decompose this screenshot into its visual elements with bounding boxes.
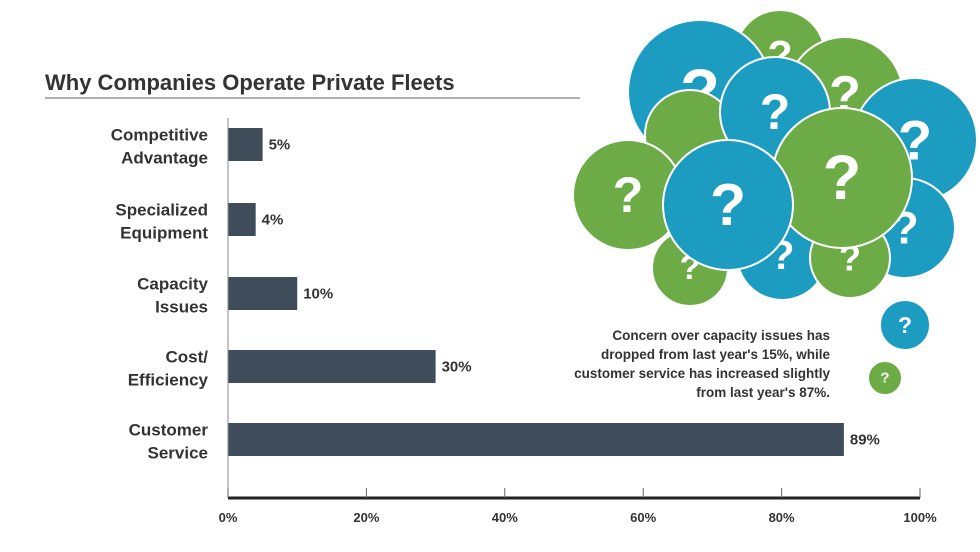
- annotation-line: dropped from last year's 15%, while: [601, 347, 831, 362]
- question-mark-icon: ?: [898, 312, 912, 338]
- x-tick-label: 0%: [219, 510, 238, 525]
- question-bubble-blue: ?: [662, 139, 794, 271]
- category-label: Equipment: [120, 224, 208, 243]
- category-label: Advantage: [121, 149, 208, 168]
- bar-group: 5% Competitive Advantage: [111, 126, 291, 168]
- annotation-line: Concern over capacity issues has: [612, 328, 830, 343]
- category-label: Issues: [155, 298, 208, 317]
- question-bubble-green: ?: [572, 139, 684, 251]
- bar: [228, 277, 298, 310]
- category-label: Efficiency: [128, 371, 209, 390]
- question-mark-icon: ?: [823, 143, 861, 213]
- question-bubble-blue: ?: [879, 299, 931, 351]
- x-tick-label: 20%: [353, 510, 379, 525]
- question-bubble-green: ?: [771, 107, 913, 249]
- annotation-line: from last year's 87%.: [696, 385, 830, 400]
- x-tick-label: 40%: [492, 510, 518, 525]
- question-mark-icon: ?: [710, 172, 746, 238]
- category-label: Customer: [129, 421, 209, 440]
- category-label: Service: [148, 444, 209, 463]
- bar-value-label: 30%: [442, 359, 472, 376]
- annotation-line: customer service has increased slightly: [574, 366, 830, 381]
- x-tick-label: 60%: [630, 510, 656, 525]
- bar-value-label: 10%: [303, 286, 333, 303]
- question-mark-icon: ?: [760, 84, 791, 140]
- bar-value-label: 5%: [269, 137, 291, 154]
- question-bubble-green: ?: [867, 360, 903, 396]
- bar-value-label: 4%: [262, 212, 284, 229]
- category-label: Competitive: [111, 126, 208, 145]
- question-mark-icon: ?: [613, 167, 644, 223]
- bar-group: 30% Cost/Efficiency: [128, 348, 472, 390]
- category-label: Capacity: [137, 275, 208, 294]
- category-label: Specialized: [115, 201, 208, 220]
- bar-group: 4% Specialized Equipment: [115, 201, 283, 243]
- x-tick-label: 100%: [903, 510, 937, 525]
- category-label: Cost/: [166, 348, 209, 367]
- x-tick-label: 80%: [769, 510, 795, 525]
- question-bubbles-illustration: ??????????????: [572, 9, 978, 396]
- question-mark-icon: ?: [880, 370, 889, 387]
- bar: [228, 423, 844, 456]
- bar: [228, 128, 263, 161]
- chart-title: Why Companies Operate Private Fleets: [45, 70, 455, 95]
- bar-group: 10% Capacity Issues: [137, 275, 333, 317]
- bar-group: 89% Customer Service: [129, 421, 880, 463]
- bar-value-label: 89%: [850, 432, 880, 449]
- bar: [228, 203, 256, 236]
- bar: [228, 350, 436, 383]
